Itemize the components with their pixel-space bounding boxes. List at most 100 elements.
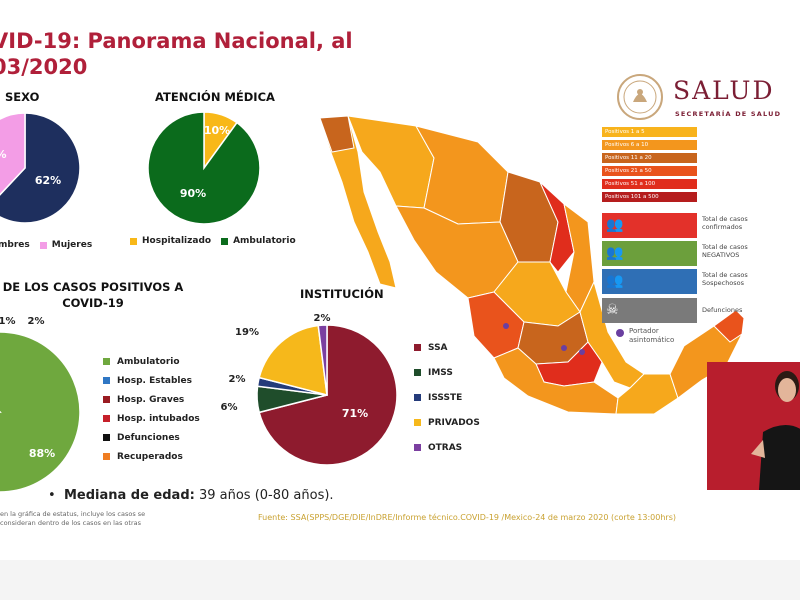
legend-swatch bbox=[414, 369, 421, 376]
total-box bbox=[602, 298, 697, 323]
legend-swatch bbox=[103, 415, 110, 422]
map-range-chip: Positivos 11 a 20 bbox=[602, 153, 697, 163]
pie-label: 19% bbox=[235, 327, 259, 338]
chart-estatus-title-line-1: DE LOS CASOS POSITIVOS A bbox=[2, 280, 184, 294]
legend-item: mbres bbox=[0, 240, 30, 250]
chart-atencion-title: ATENCIÓN MÉDICA bbox=[155, 90, 275, 104]
total-defunciones: ☠ 5 Defunciones bbox=[602, 298, 762, 323]
legend-item-label: Mujeres bbox=[51, 240, 93, 250]
median-bullet: • bbox=[48, 488, 64, 503]
map-baja-california bbox=[319, 115, 397, 289]
legend-swatch bbox=[130, 237, 137, 245]
legend-item: Ambulatorio bbox=[103, 352, 200, 371]
total-value: 5 bbox=[746, 302, 756, 318]
portador-legend: Portador asintomático bbox=[616, 327, 681, 345]
total-caption: Total de casos confirmados bbox=[702, 215, 748, 231]
pie-label: % bbox=[0, 148, 7, 161]
legend-item: OTRAS bbox=[414, 435, 480, 460]
pie-label: 90% bbox=[180, 187, 206, 200]
total-confirmados: 👥 405 Total de casos confirmados bbox=[602, 213, 762, 238]
map-range-chip: Positivos 51 a 100 bbox=[602, 179, 697, 189]
portador-dot bbox=[579, 349, 585, 355]
legend-item-label: SSA bbox=[428, 342, 448, 353]
chart-atencion-legend: Hospitalizado Ambulatorio bbox=[130, 236, 306, 246]
chart-estatus: 88% 1% 2% bbox=[0, 316, 81, 493]
total-box bbox=[602, 241, 697, 266]
mexico-seal-icon bbox=[617, 74, 663, 120]
chart-institucion-legend: SSA IMSS ISSSTE PRIVADOS OTRAS bbox=[414, 335, 480, 460]
map-quintana-roo bbox=[713, 309, 745, 343]
legend-item-label: Hosp. intubados bbox=[117, 413, 200, 424]
skull-icon: ☠ bbox=[606, 302, 619, 318]
portador-dot bbox=[503, 323, 509, 329]
portador-swatch bbox=[616, 329, 624, 337]
pie-slice-hombres bbox=[0, 112, 81, 224]
pie-slice-ambulatorio bbox=[147, 111, 261, 225]
legend-item-label: ISSSTE bbox=[428, 392, 463, 403]
sign-language-video bbox=[707, 362, 800, 490]
portador-label: Portador asintomático bbox=[629, 327, 675, 344]
logo-word: SALUD bbox=[673, 76, 775, 105]
total-value: 405 bbox=[726, 217, 756, 233]
total-box bbox=[602, 213, 697, 238]
legend-item: IMSS bbox=[414, 360, 480, 385]
legend-item-label: mbres bbox=[0, 240, 30, 250]
chart-sexo: 62%% bbox=[0, 112, 81, 224]
map-range-chip: Positivos 101 a 500 bbox=[602, 192, 697, 202]
chart-estatus-title-line-2: COVID-19 bbox=[62, 296, 124, 310]
chart-atencion: 10% 90% bbox=[147, 111, 261, 225]
total-value: 1219 bbox=[717, 273, 756, 289]
chart-institucion: 71% 6% 2% 19% 2% bbox=[221, 313, 398, 466]
map-baja-north bbox=[319, 115, 355, 153]
pie-label: 10% bbox=[204, 124, 230, 137]
legend-item: ISSSTE bbox=[414, 385, 480, 410]
people-icon: 👥 bbox=[606, 217, 624, 233]
title-line-1: VID-19: Panorama Nacional, al bbox=[0, 29, 353, 53]
pie-label: 62% bbox=[35, 174, 61, 187]
legend-swatch bbox=[103, 396, 110, 403]
pie-slice-ambulatorio bbox=[0, 331, 81, 493]
pie-label: 6% bbox=[221, 402, 238, 413]
page-title: VID-19: Panorama Nacional, al 03/2020 bbox=[0, 28, 353, 80]
pie-label: 2% bbox=[314, 313, 331, 324]
pie-slice-ssa bbox=[258, 324, 398, 466]
legend-swatch bbox=[103, 377, 110, 384]
pie-slice-mujeres bbox=[0, 112, 26, 196]
legend-swatch bbox=[414, 419, 421, 426]
pie-label: 2% bbox=[229, 374, 246, 385]
legend-item-label: Hosp. Graves bbox=[117, 394, 185, 405]
median-age: • Mediana de edad: 39 años (0-80 años). bbox=[48, 488, 334, 503]
legend-item: Mujeres bbox=[39, 240, 93, 250]
interpreter-figure bbox=[707, 362, 800, 490]
map-range-chip: Positivos 6 a 10 bbox=[602, 140, 697, 150]
legend-item-label: Defunciones bbox=[117, 432, 180, 443]
median-value: 39 años (0-80 años). bbox=[194, 488, 334, 503]
legend-item-label: Ambulatorio bbox=[233, 236, 296, 246]
legend-item-label: Ambulatorio bbox=[117, 356, 180, 367]
pie-label: 71% bbox=[342, 407, 368, 420]
total-sospechosos: 👥 1219 Total de casos Sospechosos bbox=[602, 269, 762, 294]
footnote: en la gráfica de estatus, incluye los ca… bbox=[0, 510, 146, 527]
legend-swatch bbox=[103, 434, 110, 441]
pie-slice-otras bbox=[317, 324, 328, 396]
legend-item: Hosp. Graves bbox=[103, 390, 200, 409]
chart-estatus-title: DE LOS CASOS POSITIVOS A COVID-19 bbox=[0, 279, 188, 311]
median-label: Mediana de edad: bbox=[63, 488, 195, 503]
legend-item-label: Recuperados bbox=[117, 451, 183, 462]
pie-label: 1% bbox=[0, 316, 15, 327]
source-text: Fuente: SSA(SPPS/DGE/DIE/InDRE/Informe t… bbox=[258, 513, 676, 522]
map-range-chip: Positivos 21 a 50 bbox=[602, 166, 697, 176]
total-value: 2161 bbox=[717, 245, 756, 261]
chart-institucion-title: INSTITUCIÓN bbox=[300, 287, 384, 301]
legend-item: Hosp. intubados bbox=[103, 409, 200, 428]
legend-item: Hospitalizado bbox=[130, 236, 211, 246]
legend-item: PRIVADOS bbox=[414, 410, 480, 435]
portador-dot bbox=[561, 345, 567, 351]
legend-item: Ambulatorio bbox=[221, 236, 296, 246]
legend-item-label: Hosp. Estables bbox=[117, 375, 192, 386]
legend-swatch bbox=[414, 394, 421, 401]
map-guerrero-oaxaca bbox=[493, 347, 619, 415]
map-range-chip: Positivos 1 a 5 bbox=[602, 127, 697, 137]
map-range-legend: Positivos 1 a 5 Positivos 6 a 10 Positiv… bbox=[602, 127, 702, 205]
total-negativos: 👥 2161 Total de casos NEGATIVOS bbox=[602, 241, 762, 266]
